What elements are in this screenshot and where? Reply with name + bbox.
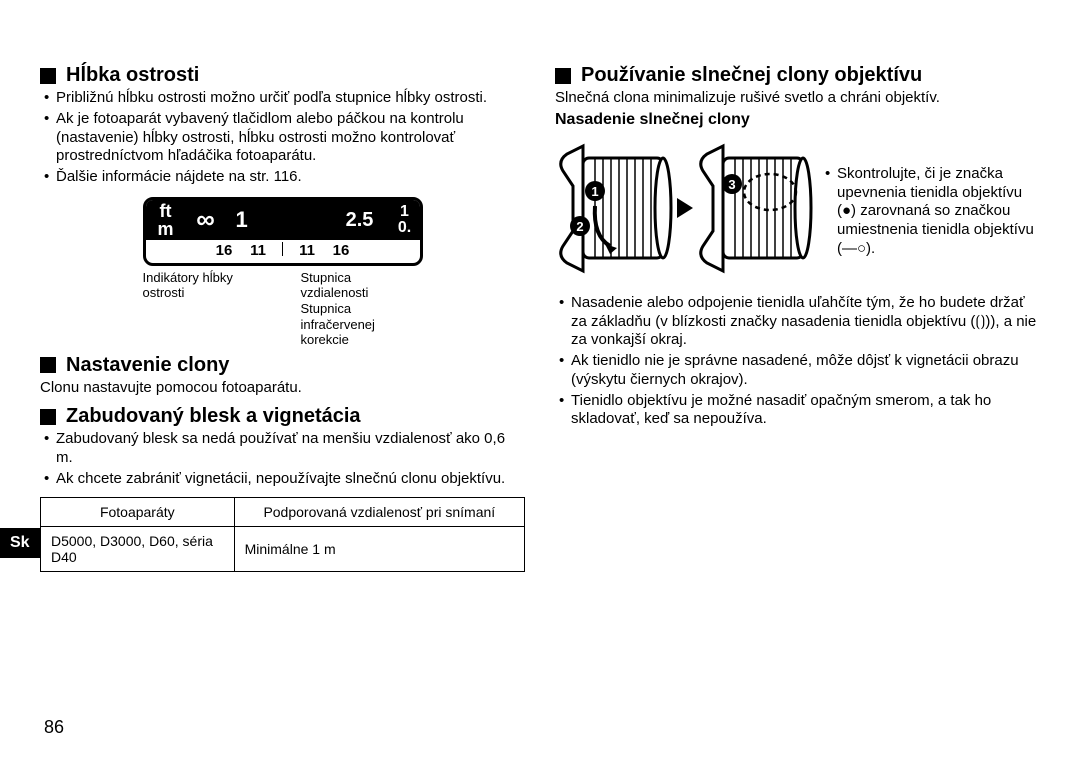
scale-labels: Indikátory hĺbky ostrosti Stupnica vzdia…: [143, 270, 423, 348]
scale-value: 2.5: [330, 210, 390, 230]
aperture-paragraph: Clonu nastavujte pomocou fotoaparátu.: [40, 379, 525, 398]
heading-aperture: Nastavenie clony: [40, 354, 525, 377]
scale-readout: ft m ∞ 1 2.5 1 0.: [146, 200, 420, 240]
infinity-symbol: ∞: [186, 204, 226, 235]
heading-text: Hĺbka ostrosti: [66, 64, 199, 87]
table-header: Fotoaparáty: [41, 497, 235, 526]
label-text: korekcie: [301, 332, 423, 348]
camera-support-table: Fotoaparáty Podporovaná vzdialenosť pri …: [40, 497, 525, 572]
left-column: Hĺbka ostrosti Približnú hĺbku ostrosti …: [40, 60, 525, 572]
unit-ft: ft: [146, 202, 186, 220]
tick-value: 16: [214, 242, 234, 259]
svg-text:3: 3: [728, 177, 735, 192]
label-text: Stupnica infračervenej: [301, 301, 423, 332]
lens-hood-diagram-icon: 1 2: [555, 136, 815, 286]
right-column: Používanie slnečnej clony objektívu Slne…: [555, 60, 1040, 572]
list-item: Tienidlo objektívu je možné nasadiť opač…: [555, 392, 1040, 430]
scale-box: ft m ∞ 1 2.5 1 0. 16: [143, 197, 423, 266]
flash-bullet-list: Zabudovaný blesk sa nedá používať na men…: [40, 430, 525, 488]
heading-depth-of-field: Hĺbka ostrosti: [40, 64, 525, 87]
page-number: 86: [44, 717, 64, 738]
page-content: Hĺbka ostrosti Približnú hĺbku ostrosti …: [0, 0, 1080, 572]
scale-ticks: 16 11 11 16: [146, 240, 420, 263]
list-item: Ak chcete zabrániť vignetácii, nepoužíva…: [40, 470, 525, 489]
distance-scale-figure: ft m ∞ 1 2.5 1 0. 16: [143, 197, 423, 348]
scale-value: 0.: [390, 220, 420, 236]
svg-text:2: 2: [576, 219, 583, 234]
hood-check-list: Skontrolujte, či je značka upevnenia tie…: [821, 163, 1040, 259]
table-cell: Minimálne 1 m: [234, 526, 524, 571]
heading-text: Používanie slnečnej clony objektívu: [581, 64, 922, 87]
list-item: Približnú hĺbku ostrosti možno určiť pod…: [40, 89, 525, 108]
heading-lens-hood: Používanie slnečnej clony objektívu: [555, 64, 1040, 87]
table-cell: D5000, D3000, D60, séria D40: [41, 526, 235, 571]
scale-value: 1: [390, 204, 420, 220]
list-item: Nasadenie alebo odpojenie tienidla uľahč…: [555, 294, 1040, 350]
hood-paragraph: Slnečná clona minimalizuje rušivé svetlo…: [555, 89, 1040, 108]
table-row: D5000, D3000, D60, séria D40 Minimálne 1…: [41, 526, 525, 571]
language-tab: Sk: [0, 528, 40, 558]
svg-text:1: 1: [591, 184, 598, 199]
heading-flash-vignette: Zabudovaný blesk a vignetácia: [40, 405, 525, 428]
heading-text: Nastavenie clony: [66, 354, 229, 377]
list-item: Zabudovaný blesk sa nedá používať na men…: [40, 430, 525, 468]
heading-text: Zabudovaný blesk a vignetácia: [66, 405, 361, 428]
tick-value: 16: [331, 242, 351, 259]
scale-value: 1: [236, 207, 248, 232]
hood-bullet-list: Nasadenie alebo odpojenie tienidla uľahč…: [555, 294, 1040, 429]
label-text: ostrosti: [143, 285, 265, 301]
tick-value: 11: [297, 242, 317, 259]
list-item: Skontrolujte, či je značka upevnenia tie…: [821, 165, 1040, 259]
table-header-row: Fotoaparáty Podporovaná vzdialenosť pri …: [41, 497, 525, 526]
hood-subheading: Nasadenie slnečnej clony: [555, 110, 1040, 130]
tick-value: 11: [248, 242, 268, 259]
label-text: Indikátory hĺbky: [143, 270, 265, 286]
table-header: Podporovaná vzdialenosť pri snímaní: [234, 497, 524, 526]
depth-bullet-list: Približnú hĺbku ostrosti možno určiť pod…: [40, 89, 525, 187]
unit-m: m: [146, 220, 186, 238]
list-item: Ak je fotoaparát vybavený tlačidlom aleb…: [40, 110, 525, 166]
list-item: Ďalšie informácie nájdete na str. 116.: [40, 168, 525, 187]
label-text: Stupnica vzdialenosti: [301, 270, 423, 301]
hood-figure-row: 1 2: [555, 136, 1040, 286]
list-item: Ak tienidlo nie je správne nasadené, môž…: [555, 352, 1040, 390]
